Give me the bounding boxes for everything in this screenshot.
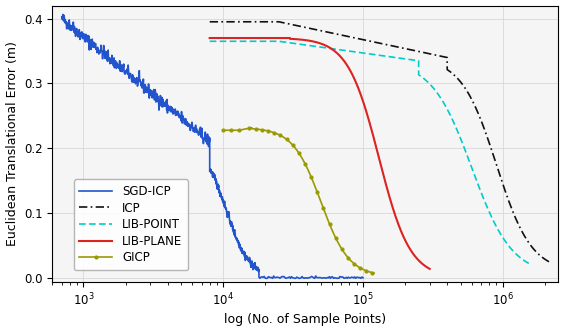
Line: ICP: ICP xyxy=(210,22,550,263)
SGD-ICP xyxy=(60,13,67,17)
SGD-ICP xyxy=(289,276,296,280)
GICP xyxy=(365,270,372,274)
LIB-PLANE xyxy=(381,175,387,179)
LIB-POINT xyxy=(430,87,437,91)
LIB-PLANE xyxy=(347,69,354,73)
X-axis label: log (No. of Sample Points): log (No. of Sample Points) xyxy=(224,313,386,326)
Line: LIB-PLANE: LIB-PLANE xyxy=(210,38,430,269)
LIB-POINT xyxy=(528,263,535,267)
ICP xyxy=(525,240,532,244)
SGD-ICP xyxy=(242,256,249,260)
GICP xyxy=(248,125,255,129)
LIB-PLANE xyxy=(426,267,433,271)
ICP xyxy=(263,20,270,24)
SGD-ICP xyxy=(59,15,65,19)
Line: LIB-POINT: LIB-POINT xyxy=(210,41,531,265)
GICP xyxy=(294,149,301,153)
Line: SGD-ICP: SGD-ICP xyxy=(62,15,363,278)
SGD-ICP xyxy=(122,70,129,74)
LIB-PLANE xyxy=(354,85,361,89)
LIB-PLANE xyxy=(206,36,213,40)
SGD-ICP xyxy=(132,78,139,82)
LIB-PLANE xyxy=(275,36,282,40)
LIB-POINT xyxy=(494,226,501,230)
Y-axis label: Euclidean Translational Error (m): Euclidean Translational Error (m) xyxy=(6,41,19,246)
GICP xyxy=(369,271,376,275)
Legend: SGD-ICP, ICP, LIB-POINT, LIB-PLANE, GICP: SGD-ICP, ICP, LIB-POINT, LIB-PLANE, GICP xyxy=(73,179,188,270)
LIB-POINT xyxy=(206,39,213,43)
GICP xyxy=(305,167,311,171)
GICP xyxy=(312,187,319,191)
ICP xyxy=(489,150,496,154)
LIB-POINT xyxy=(523,260,530,264)
LIB-POINT xyxy=(442,103,448,107)
ICP xyxy=(412,49,418,53)
GICP xyxy=(371,271,377,275)
LIB-PLANE xyxy=(385,190,391,194)
LIB-POINT xyxy=(429,85,436,89)
SGD-ICP xyxy=(140,83,147,87)
GICP xyxy=(220,128,227,132)
SGD-ICP xyxy=(360,276,367,280)
SGD-ICP xyxy=(221,199,228,203)
LIB-POINT xyxy=(452,124,459,128)
LIB-PLANE xyxy=(328,47,335,51)
Line: GICP: GICP xyxy=(222,126,376,275)
GICP xyxy=(266,129,273,133)
ICP xyxy=(444,68,451,72)
ICP xyxy=(547,261,554,265)
SGD-ICP xyxy=(263,276,270,280)
ICP xyxy=(525,239,531,243)
ICP xyxy=(206,20,213,24)
